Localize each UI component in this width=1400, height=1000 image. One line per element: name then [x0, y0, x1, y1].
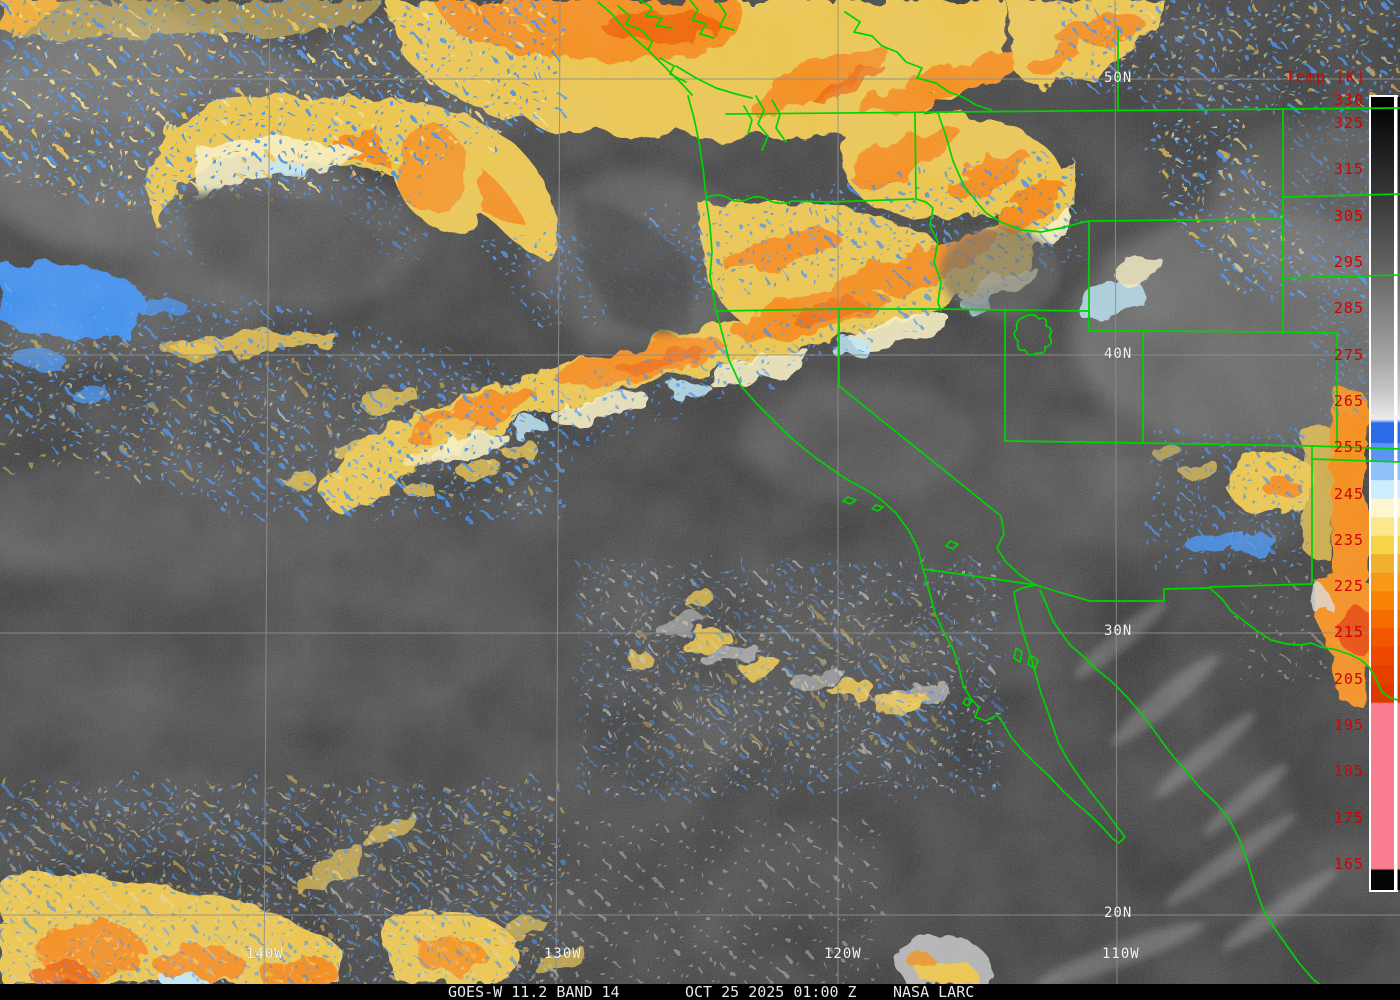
product-label: GOES-W 11.2 BAND 14 [448, 983, 620, 1000]
coast-bc-strait [617, 5, 687, 83]
timestamp-label: OCT 25 2025 01:00 Z [685, 983, 857, 1000]
border-42n [715, 308, 1090, 312]
border-bc-ab [844, 11, 992, 111]
border-nd-sd [1282, 193, 1400, 198]
great-salt-lake [1013, 313, 1053, 356]
coast-puget-sound [675, 65, 787, 151]
colorbar [1369, 95, 1400, 892]
coast-mexico-mainland [1039, 589, 1320, 984]
border-ok-tx [1311, 458, 1400, 463]
gulf-islands [962, 647, 1039, 707]
border-37n [1004, 440, 1400, 450]
border-ca-nv-az [838, 308, 1037, 586]
border-az-nm-mexico-riogrande [1035, 584, 1398, 701]
border-ca-mexico [922, 568, 1037, 586]
border-id-mt [937, 112, 1090, 233]
border-nm-tx [1209, 445, 1313, 588]
border-or-id [915, 198, 942, 312]
coast-washington [687, 95, 707, 197]
channel-islands [842, 496, 959, 550]
border-wa-or [705, 194, 915, 205]
coast-bc-inlets [639, 0, 735, 39]
coast-oregon [705, 197, 717, 313]
border-us-canada [725, 107, 1400, 115]
coast-california [715, 310, 924, 570]
border-sd-ne [1282, 274, 1400, 279]
border-mt-wy-45n [1088, 218, 1284, 222]
credit-label: NASA LARC [893, 983, 975, 1000]
border-wa-id [914, 112, 917, 200]
map-borders [597, 0, 1400, 984]
status-bar: GOES-W 11.2 BAND 14 OCT 25 2025 01:00 Z … [0, 984, 1400, 1000]
